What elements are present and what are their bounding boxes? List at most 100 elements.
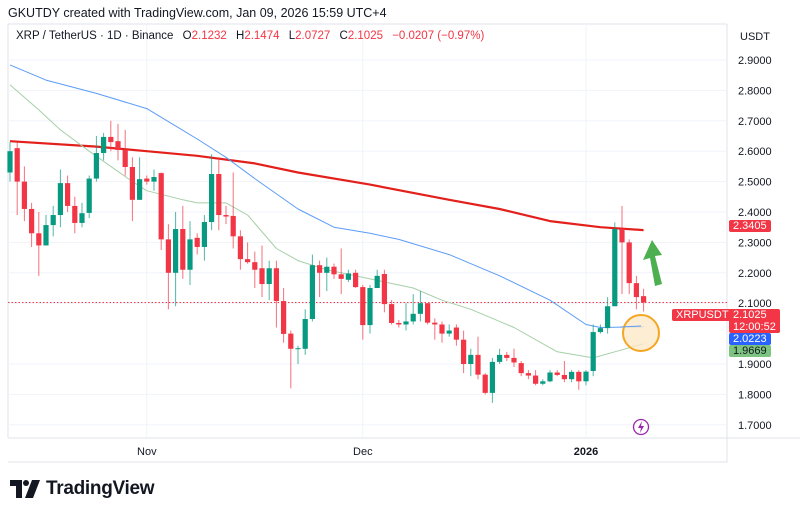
candle-body: [158, 173, 164, 240]
bar-countdown: 12:00:52: [733, 321, 776, 333]
candle: [446, 324, 452, 337]
candle-body: [641, 296, 647, 303]
candle-body: [612, 229, 618, 307]
candle: [583, 370, 589, 386]
candle: [554, 370, 560, 377]
candle-body: [338, 274, 344, 279]
candle-body: [21, 181, 27, 209]
candle: [633, 275, 639, 310]
candle-body: [605, 306, 611, 329]
candle-body: [432, 322, 438, 325]
candle: [482, 373, 488, 395]
candle-body: [446, 330, 452, 334]
candle: [237, 230, 243, 270]
candle-body: [86, 178, 92, 213]
symbol-badge: XRPUSDT: [672, 309, 733, 321]
candle: [641, 288, 647, 312]
candle: [266, 260, 272, 301]
candle-body: [353, 272, 359, 288]
candle: [201, 215, 207, 261]
candle-body: [36, 233, 42, 246]
y-tick-label: 2.3000: [738, 237, 772, 249]
candle: [345, 269, 351, 282]
candle: [216, 157, 222, 231]
candle: [432, 318, 438, 340]
candle: [79, 202, 85, 228]
open-value: 2.1232: [191, 30, 227, 42]
logo-text: TradingView: [46, 478, 155, 499]
lightning-bolt: [638, 421, 644, 433]
candle-body: [360, 287, 366, 326]
candle-body: [93, 153, 99, 179]
y-tick-label: 2.7000: [738, 116, 772, 128]
candle-body: [65, 183, 71, 206]
candle: [122, 129, 128, 176]
candle: [453, 324, 459, 346]
candle-body: [518, 363, 524, 374]
candle-body: [633, 283, 639, 298]
ma-red-badge: 2.3405: [729, 220, 771, 232]
candle: [461, 330, 467, 374]
tradingview-logo[interactable]: TradingView: [10, 478, 155, 500]
candle-body: [583, 371, 589, 382]
candle: [389, 300, 395, 325]
candle: [619, 205, 625, 295]
candle-body: [475, 354, 481, 375]
candle: [43, 215, 49, 246]
candle: [367, 284, 373, 334]
candle: [29, 202, 35, 247]
candle: [93, 136, 99, 182]
candle-body: [72, 205, 78, 223]
candle-body: [317, 265, 323, 273]
candle: [590, 324, 596, 377]
candle: [360, 284, 366, 340]
candle-body: [266, 268, 272, 285]
candle-body: [101, 136, 107, 154]
candle-body: [252, 262, 258, 270]
y-tick-label: 2.2000: [738, 268, 772, 280]
candle-body: [14, 148, 20, 182]
candle: [14, 142, 20, 216]
symbol-title[interactable]: XRP / TetherUS · 1D · Binance: [16, 30, 174, 42]
y-tick-label: 2.4000: [738, 207, 772, 219]
candle-body: [561, 374, 567, 380]
candle-body: [151, 177, 157, 182]
y-tick-label: 1.9000: [738, 359, 772, 371]
candle: [540, 379, 546, 386]
candle-body: [410, 313, 416, 322]
close-value: 2.1025: [347, 30, 383, 42]
moving-average-blue: [9, 64, 644, 328]
candle-body: [425, 303, 431, 323]
last-price-badge: 2.1025 12:00:52: [729, 309, 780, 333]
candle: [295, 345, 301, 364]
candle: [331, 263, 337, 279]
candle-body: [381, 274, 387, 305]
candle-body: [57, 183, 63, 216]
change-value: −0.0207 (−0.97%): [392, 30, 485, 42]
candle-body: [122, 149, 128, 168]
candle-body: [468, 354, 474, 364]
y-tick-label: 2.1000: [738, 298, 772, 310]
candle-body: [597, 328, 603, 333]
highlight-circle: [622, 314, 660, 352]
candle: [209, 154, 215, 231]
candle: [144, 175, 150, 185]
candle: [518, 360, 524, 377]
candle: [525, 370, 531, 380]
candle-body: [626, 242, 632, 284]
price-unit: USDT: [740, 31, 770, 43]
candle: [180, 205, 186, 279]
candle-body: [259, 268, 265, 285]
candle-body: [201, 222, 207, 247]
x-tick-label: Nov: [137, 446, 157, 458]
ma-blue-badge: 2.0223: [729, 333, 771, 345]
candle-body: [417, 303, 423, 314]
candle-body: [165, 239, 171, 273]
ohlc-legend: XRP / TetherUS · 1D · Binance O2.1232 H2…: [16, 30, 484, 42]
candle: [273, 260, 279, 328]
candle-body: [453, 327, 459, 340]
candle: [108, 120, 114, 152]
candle: [72, 196, 78, 234]
candle-body: [173, 229, 179, 273]
